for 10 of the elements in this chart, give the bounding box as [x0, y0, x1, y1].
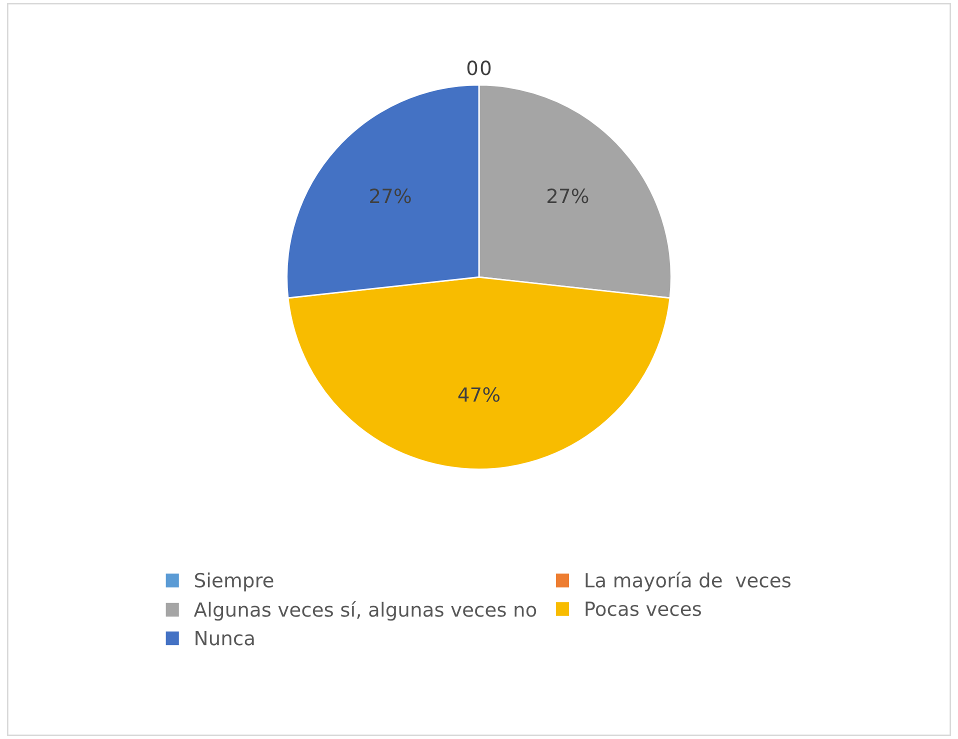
legend-label: Nunca	[196, 630, 254, 646]
legend-label: Algunas veces sí, algunas veces no	[194, 601, 536, 621]
legend-label: Siempre	[195, 572, 274, 592]
data-label: 27%	[370, 188, 411, 204]
text: 0	[467, 60, 478, 76]
data-label: 47%	[458, 387, 500, 402]
text: 0	[480, 60, 491, 76]
data-label: 27%	[548, 188, 588, 204]
legend-label: Pocas veces	[586, 602, 701, 616]
legend-label: La mayoría de veces	[586, 572, 791, 592]
